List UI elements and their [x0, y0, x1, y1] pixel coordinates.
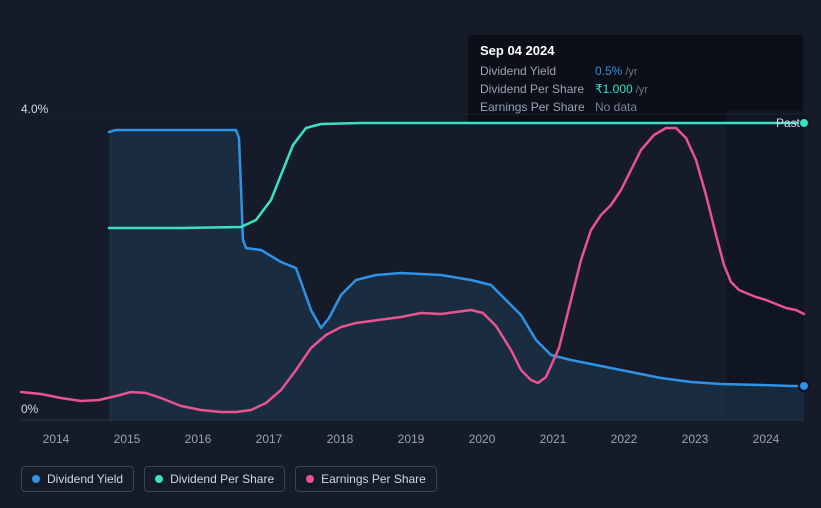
legend-label: Earnings Per Share [321, 472, 426, 486]
tooltip-row: Dividend Per Share₹1.000/yr [480, 80, 791, 98]
tooltip-value: 0.5%/yr [595, 64, 638, 78]
tooltip-date: Sep 04 2024 [480, 43, 791, 58]
x-axis-label: 2014 [43, 432, 70, 446]
y-axis-label: 0% [21, 402, 38, 416]
legend-label: Dividend Yield [47, 472, 123, 486]
x-axis: 2014 2015 2016 2017 2018 2019 2020 2021 2022 2023… [21, 432, 804, 452]
dividend-chart: Past [21, 110, 804, 420]
tooltip-label: Dividend Yield [480, 64, 595, 78]
x-axis-label: 2021 [540, 432, 567, 446]
x-axis-label: 2024 [753, 432, 780, 446]
legend-dot-icon [155, 475, 163, 483]
tooltip-value: ₹1.000/yr [595, 82, 648, 96]
x-axis-label: 2017 [256, 432, 283, 446]
tooltip-label: Dividend Per Share [480, 82, 595, 96]
tooltip-row: Dividend Yield0.5%/yr [480, 62, 791, 80]
legend-dot-icon [32, 475, 40, 483]
chart-svg [21, 110, 804, 420]
legend-dot-icon [306, 475, 314, 483]
x-axis-label: 2022 [611, 432, 638, 446]
x-axis-label: 2023 [682, 432, 709, 446]
legend-item[interactable]: Dividend Per Share [144, 466, 285, 492]
legend-item[interactable]: Dividend Yield [21, 466, 134, 492]
x-axis-label: 2016 [185, 432, 212, 446]
x-axis-label: 2018 [327, 432, 354, 446]
chart-legend: Dividend Yield Dividend Per Share Earnings… [21, 466, 437, 492]
legend-label: Dividend Per Share [170, 472, 274, 486]
legend-item[interactable]: Earnings Per Share [295, 466, 437, 492]
past-label: Past [776, 116, 800, 130]
x-axis-label: 2015 [114, 432, 141, 446]
x-axis-label: 2019 [398, 432, 425, 446]
y-axis-label: 4.0% [21, 102, 48, 116]
x-axis-label: 2020 [469, 432, 496, 446]
